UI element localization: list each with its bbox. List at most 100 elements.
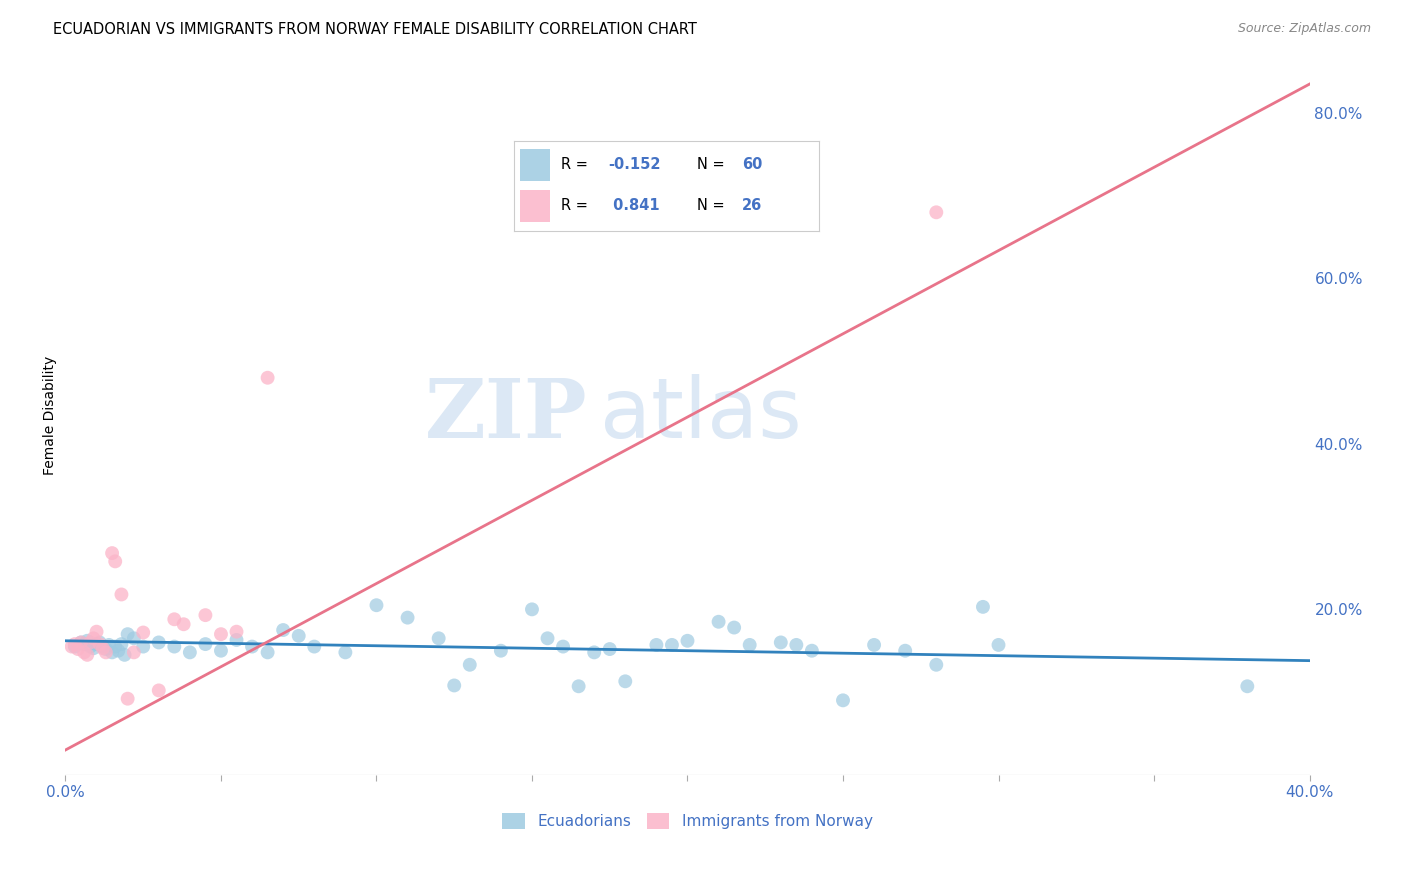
- Point: [832, 693, 855, 707]
- Point: [661, 638, 683, 652]
- Point: [82, 632, 104, 646]
- Point: [256, 645, 278, 659]
- Point: [148, 683, 170, 698]
- Text: ZIP: ZIP: [426, 375, 588, 455]
- Text: R =: R =: [561, 157, 592, 172]
- Point: [225, 632, 247, 647]
- Point: [676, 633, 699, 648]
- Point: [225, 624, 247, 639]
- Point: [240, 640, 263, 654]
- Point: [79, 635, 101, 649]
- Point: [132, 640, 155, 654]
- Point: [104, 554, 127, 568]
- Point: [427, 632, 450, 646]
- Point: [91, 640, 114, 654]
- Point: [110, 587, 132, 601]
- Point: [614, 674, 637, 689]
- Point: [132, 625, 155, 640]
- Point: [271, 623, 294, 637]
- Y-axis label: Female Disability: Female Disability: [44, 355, 58, 475]
- Text: 26: 26: [742, 198, 762, 213]
- Bar: [520, 190, 550, 222]
- Point: [987, 638, 1010, 652]
- Point: [894, 643, 917, 657]
- Point: [82, 641, 104, 656]
- Point: [94, 645, 117, 659]
- Text: 0.841: 0.841: [609, 198, 659, 213]
- Point: [104, 640, 127, 654]
- Point: [366, 598, 388, 612]
- Point: [1236, 679, 1258, 693]
- Point: [122, 632, 145, 646]
- Point: [769, 635, 792, 649]
- Point: [396, 610, 419, 624]
- Point: [645, 638, 668, 652]
- Point: [73, 637, 96, 651]
- Point: [520, 602, 543, 616]
- Point: [70, 635, 93, 649]
- Point: [63, 640, 86, 654]
- Point: [304, 640, 326, 654]
- Point: [179, 645, 201, 659]
- Point: [60, 640, 83, 654]
- Text: ECUADORIAN VS IMMIGRANTS FROM NORWAY FEMALE DISABILITY CORRELATION CHART: ECUADORIAN VS IMMIGRANTS FROM NORWAY FEM…: [53, 22, 697, 37]
- Point: [163, 640, 186, 654]
- Point: [863, 638, 886, 652]
- Legend: Ecuadorians, Immigrants from Norway: Ecuadorians, Immigrants from Norway: [496, 807, 879, 836]
- Text: N =: N =: [696, 157, 728, 172]
- Point: [194, 637, 217, 651]
- Point: [73, 645, 96, 659]
- Text: 60: 60: [742, 157, 762, 172]
- Point: [163, 612, 186, 626]
- Point: [707, 615, 730, 629]
- Point: [209, 643, 232, 657]
- Point: [76, 633, 98, 648]
- Point: [79, 640, 101, 654]
- Point: [458, 657, 481, 672]
- Point: [551, 640, 574, 654]
- Point: [925, 657, 948, 672]
- Point: [110, 637, 132, 651]
- Point: [107, 643, 129, 657]
- Point: [76, 648, 98, 662]
- Point: [89, 637, 111, 651]
- Point: [489, 643, 512, 657]
- Point: [114, 648, 136, 662]
- Point: [785, 638, 807, 652]
- Point: [117, 627, 139, 641]
- Point: [66, 642, 89, 657]
- Point: [86, 637, 108, 651]
- Point: [800, 643, 823, 657]
- Point: [70, 635, 93, 649]
- Point: [723, 621, 745, 635]
- Point: [568, 679, 591, 693]
- Point: [63, 637, 86, 651]
- Bar: [520, 149, 550, 181]
- Point: [101, 645, 124, 659]
- Point: [738, 638, 761, 652]
- Point: [599, 642, 621, 657]
- Point: [583, 645, 606, 659]
- Text: atlas: atlas: [600, 375, 803, 456]
- Text: Source: ZipAtlas.com: Source: ZipAtlas.com: [1237, 22, 1371, 36]
- Point: [148, 635, 170, 649]
- Point: [122, 645, 145, 659]
- Point: [98, 638, 121, 652]
- Point: [287, 629, 309, 643]
- Point: [443, 678, 465, 692]
- Point: [91, 641, 114, 656]
- Point: [194, 608, 217, 623]
- Point: [86, 624, 108, 639]
- Text: N =: N =: [696, 198, 728, 213]
- Point: [101, 546, 124, 560]
- Point: [972, 599, 994, 614]
- Point: [256, 370, 278, 384]
- Point: [117, 691, 139, 706]
- Point: [94, 642, 117, 657]
- Point: [173, 617, 195, 632]
- Point: [209, 627, 232, 641]
- Point: [925, 205, 948, 219]
- Point: [89, 635, 111, 649]
- Point: [335, 645, 357, 659]
- Text: R =: R =: [561, 198, 592, 213]
